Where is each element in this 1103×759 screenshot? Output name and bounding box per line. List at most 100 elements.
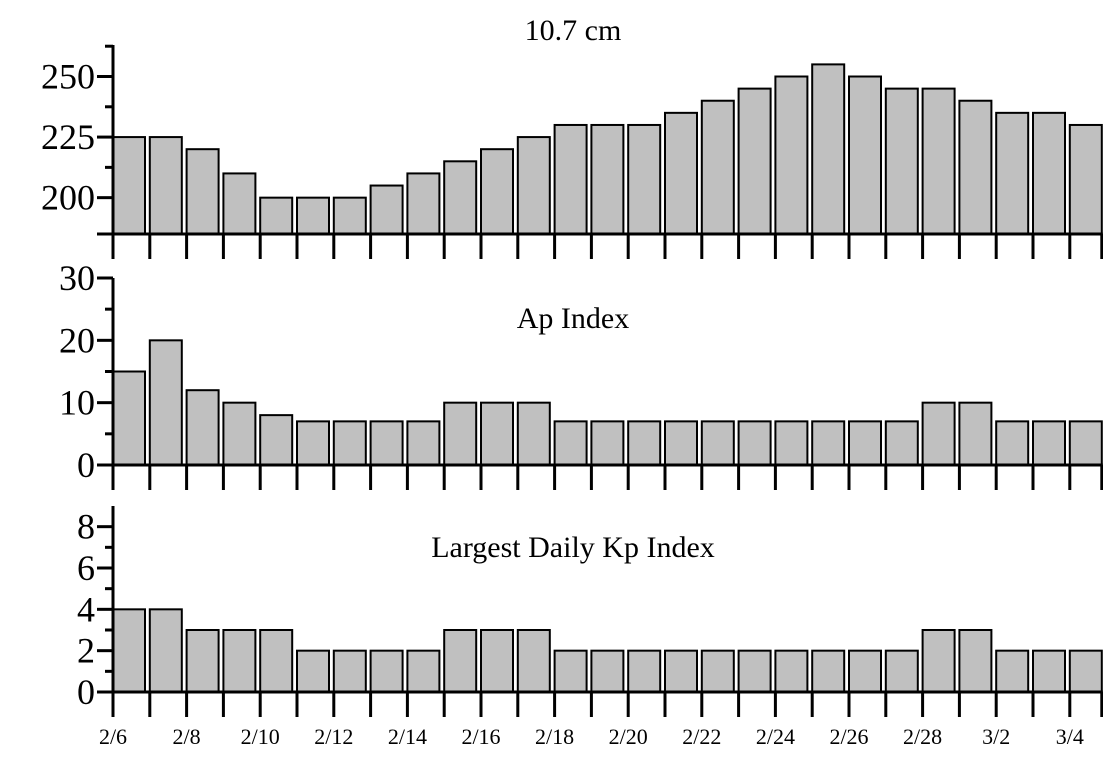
y-tick-label-kp-4: 4: [77, 589, 95, 629]
bar-ap-2-10: [259, 414, 294, 466]
bar-kp-2-28: [921, 629, 956, 693]
bar-kp-2-21: [664, 649, 698, 694]
bar-ap-2-6: [112, 370, 146, 466]
y-tick-label-ap-30: 30: [59, 258, 95, 298]
bar-kp-2-20: [627, 649, 662, 694]
x-tick-label-2-22: 2/22: [682, 724, 721, 749]
bar-ap-2-24: [774, 420, 809, 467]
x-tick-label-3-4: 3/4: [1056, 724, 1084, 749]
bar-ap-2-12: [332, 420, 367, 467]
y-tick-label-kp-6: 6: [77, 548, 95, 588]
bar-ap-2-19: [590, 420, 625, 467]
bar-flux-2-11: [296, 196, 330, 235]
bar-ap-2-8: [185, 389, 220, 467]
bar-kp-2-13: [369, 649, 404, 694]
bar-ap-3-3: [1068, 420, 1103, 467]
bar-kp-3-3: [1068, 649, 1103, 694]
bar-flux-2-29: [958, 99, 993, 235]
bar-kp-2-22: [700, 649, 735, 694]
panel-title-ap: Ap Index: [517, 302, 629, 335]
y-tick-label-ap-0: 0: [77, 445, 95, 485]
bar-kp-2-10: [259, 629, 294, 693]
bar-flux-2-16: [480, 148, 514, 235]
y-tick-label-flux-200: 200: [41, 178, 95, 218]
bar-flux-2-13: [369, 184, 404, 236]
bar-kp-2-29: [958, 629, 993, 693]
bar-flux-3-3: [1068, 123, 1103, 235]
bar-flux-2-20: [627, 123, 662, 235]
x-tick-label-2-8: 2/8: [173, 724, 201, 749]
x-tick-label-2-10: 2/10: [241, 724, 280, 749]
x-tick-label-2-6: 2/6: [99, 724, 127, 749]
bar-flux-2-22: [700, 99, 735, 235]
y-tick-label-kp-8: 8: [77, 507, 95, 547]
bar-ap-2-25: [811, 420, 846, 467]
panel-title-flux: 10.7 cm: [525, 14, 622, 47]
bar-kp-2-11: [296, 649, 330, 694]
x-tick-label-2-14: 2/14: [388, 724, 427, 749]
bar-kp-2-14: [406, 649, 441, 694]
bar-kp-3-2: [1032, 649, 1066, 694]
x-tick-label-2-18: 2/18: [535, 724, 574, 749]
bar-ap-2-21: [664, 420, 698, 467]
bar-flux-2-27: [884, 87, 919, 235]
bar-flux-2-23: [737, 87, 772, 235]
bar-flux-2-8: [185, 148, 220, 235]
panel-title-kp: Largest Daily Kp Index: [431, 531, 715, 564]
bar-ap-2-16: [480, 401, 514, 466]
x-tick-label-2-16: 2/16: [461, 724, 500, 749]
bar-ap-2-18: [553, 420, 588, 467]
x-tick-label-2-24: 2/24: [756, 724, 795, 749]
bar-kp-2-15: [443, 629, 478, 693]
bar-ap-2-27: [884, 420, 919, 467]
bar-flux-3-1: [995, 111, 1030, 235]
bar-kp-2-24: [774, 649, 809, 694]
bar-kp-2-23: [737, 649, 772, 694]
bar-flux-2-18: [553, 123, 588, 235]
y-tick-label-kp-2: 2: [77, 631, 95, 671]
bar-kp-2-25: [811, 649, 846, 694]
bar-flux-3-2: [1032, 111, 1066, 235]
bar-flux-2-28: [921, 87, 956, 235]
bar-flux-2-15: [443, 160, 478, 235]
x-tick-label-2-28: 2/28: [903, 724, 942, 749]
bar-kp-2-27: [884, 649, 919, 694]
bar-ap-2-7: [148, 339, 183, 467]
bar-ap-3-2: [1032, 420, 1066, 467]
bar-flux-2-25: [811, 63, 846, 235]
bar-ap-2-22: [700, 420, 735, 467]
bar-flux-2-6: [112, 136, 146, 235]
bar-kp-2-16: [480, 629, 514, 693]
bar-kp-2-6: [112, 608, 146, 693]
bar-ap-2-14: [406, 420, 441, 467]
bar-kp-2-9: [222, 629, 257, 693]
bar-ap-2-11: [296, 420, 330, 467]
bar-kp-2-7: [148, 608, 183, 693]
bar-flux-2-24: [774, 75, 809, 235]
x-tick-label-2-12: 2/12: [314, 724, 353, 749]
bar-ap-2-15: [443, 401, 478, 466]
y-tick-label-ap-10: 10: [59, 383, 95, 423]
y-tick-label-flux-250: 250: [41, 57, 95, 97]
bar-kp-2-17: [516, 629, 551, 693]
bar-ap-3-1: [995, 420, 1030, 467]
bar-ap-2-29: [958, 401, 993, 466]
bar-ap-2-17: [516, 401, 551, 466]
bar-kp-2-18: [553, 649, 588, 694]
bar-flux-2-26: [848, 75, 882, 235]
bar-flux-2-10: [259, 196, 294, 235]
bar-kp-2-26: [848, 649, 882, 694]
bar-flux-2-17: [516, 136, 551, 235]
x-tick-label-3-2: 3/2: [982, 724, 1010, 749]
bar-flux-2-21: [664, 111, 698, 235]
bar-kp-2-19: [590, 649, 625, 694]
bar-ap-2-28: [921, 401, 956, 466]
bar-ap-2-13: [369, 420, 404, 467]
y-tick-label-flux-225: 225: [41, 117, 95, 157]
bar-ap-2-26: [848, 420, 882, 467]
bar-ap-2-20: [627, 420, 662, 467]
bar-flux-2-12: [332, 196, 367, 235]
bar-flux-2-9: [222, 172, 257, 236]
x-tick-label-2-26: 2/26: [829, 724, 868, 749]
